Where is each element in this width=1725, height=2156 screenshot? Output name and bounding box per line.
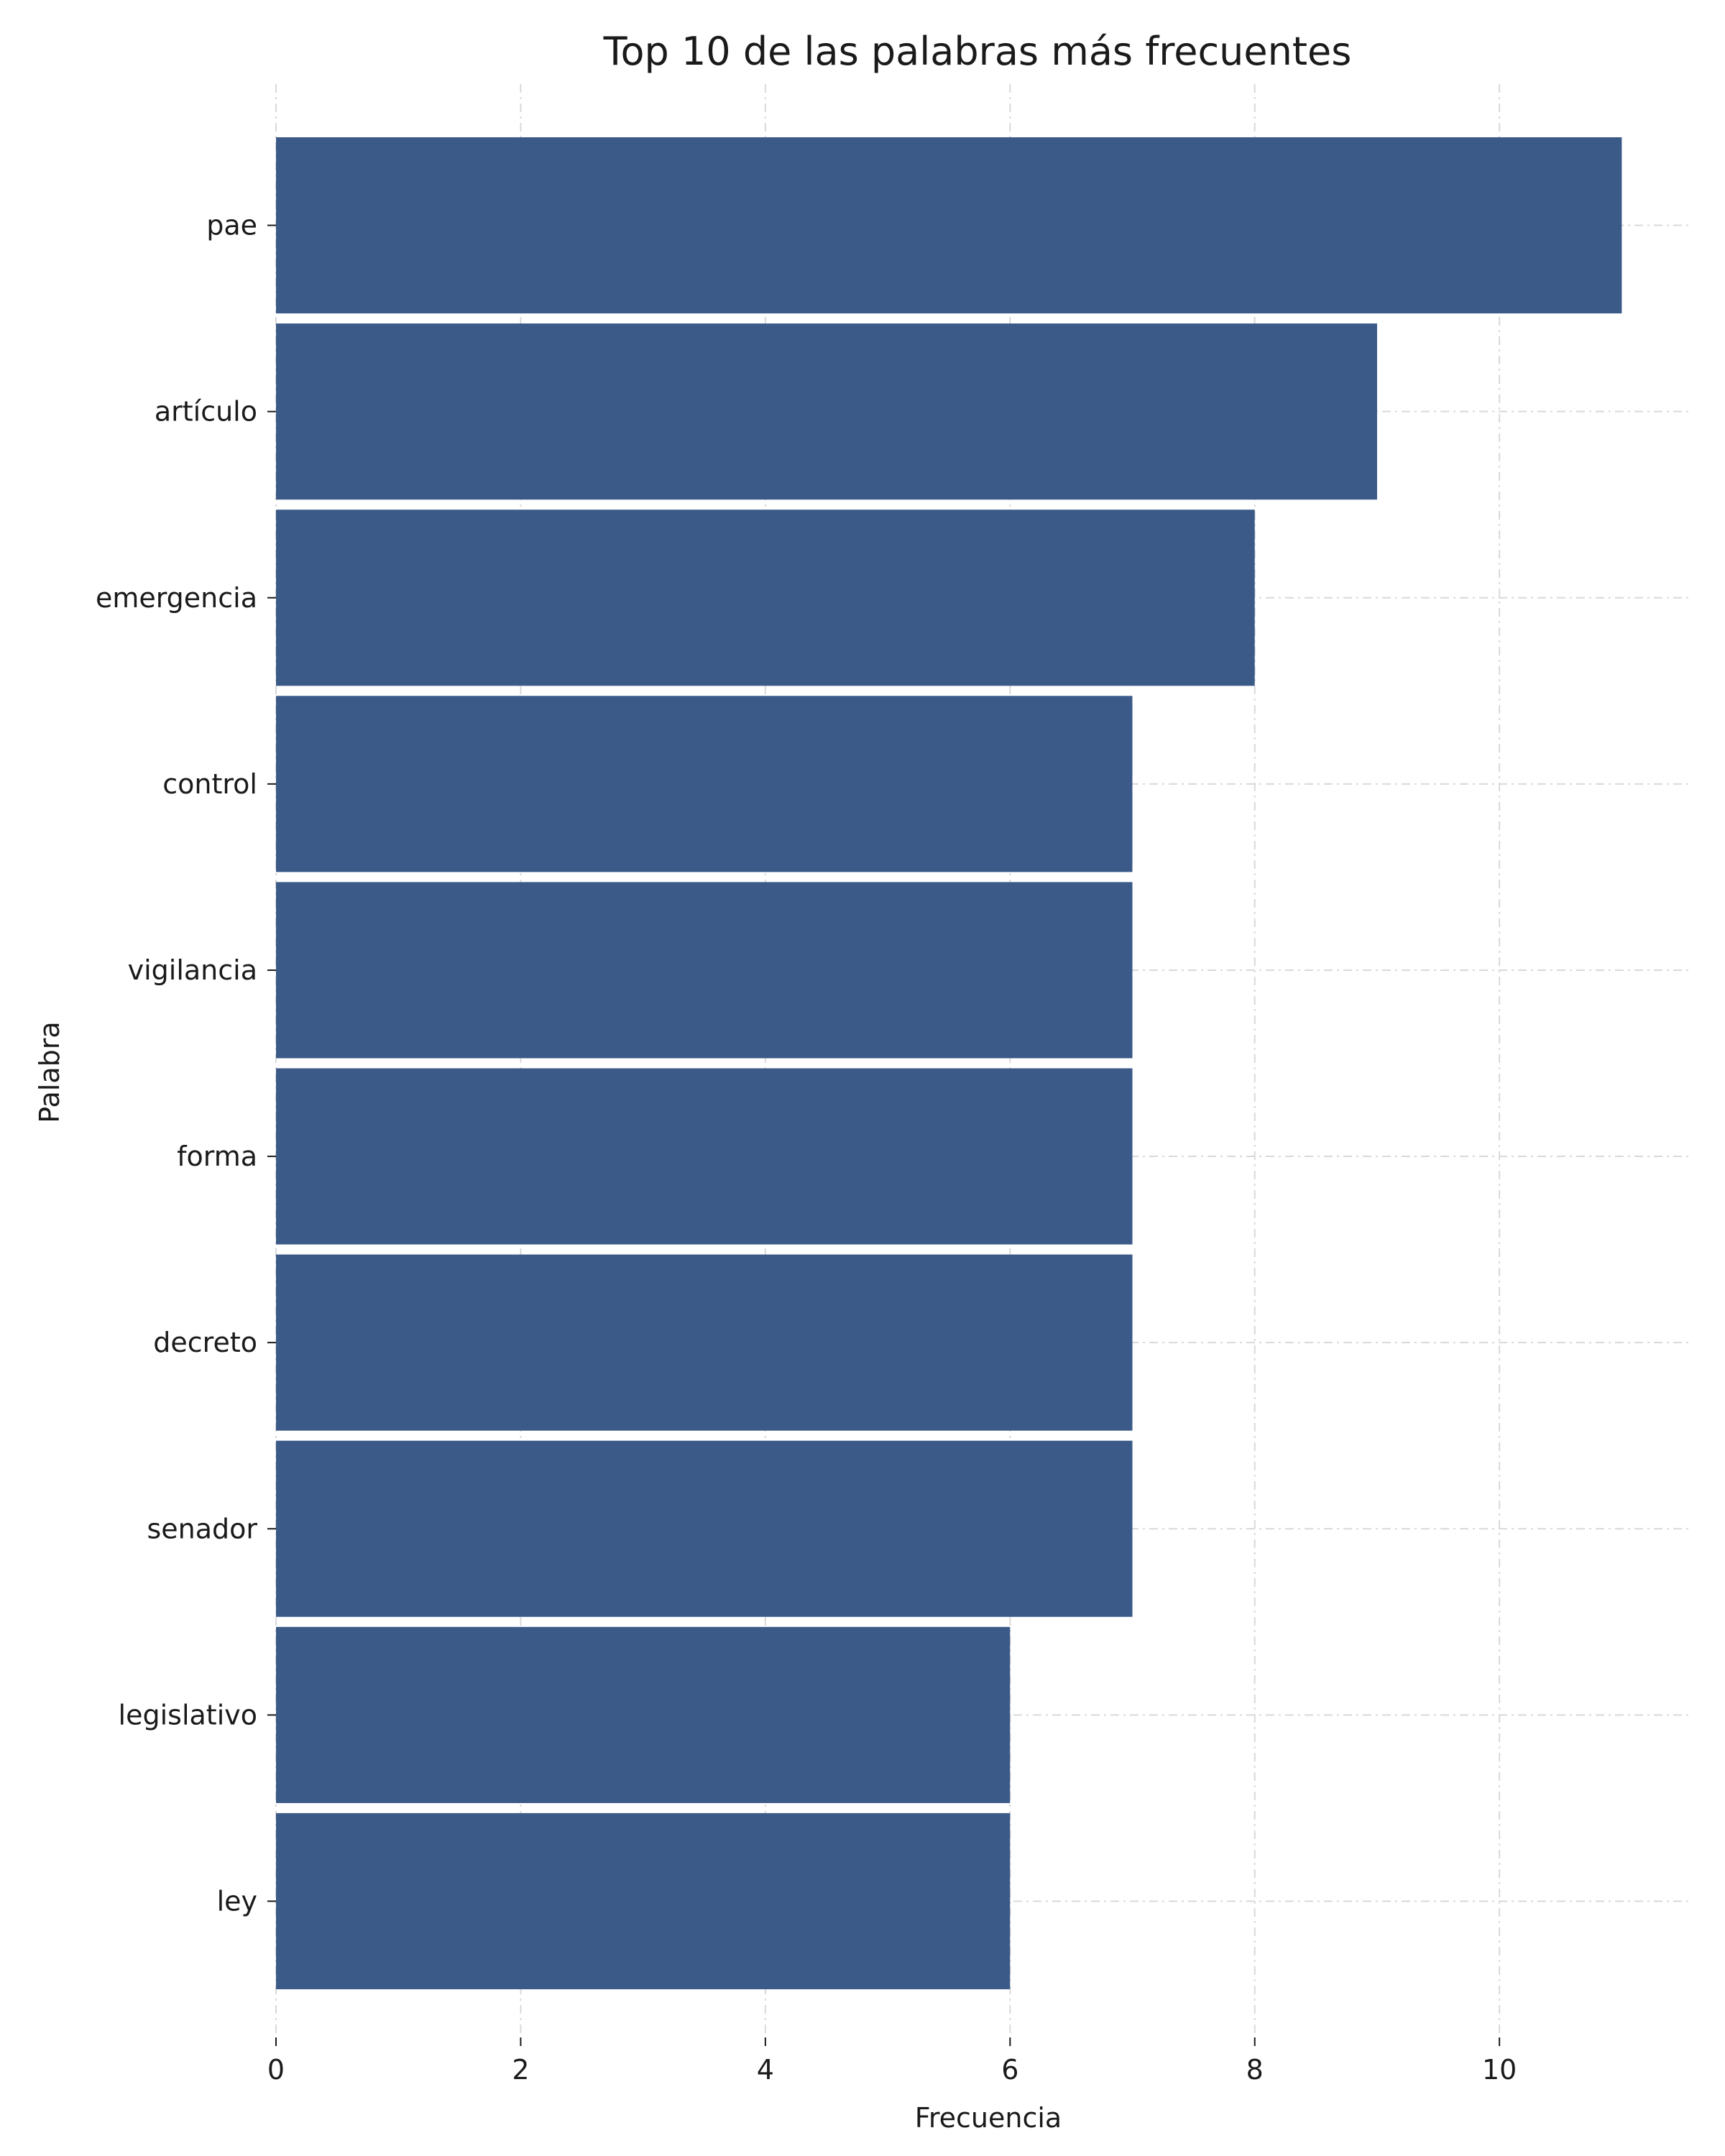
bar-1 xyxy=(276,323,1377,500)
bar-6 xyxy=(276,1254,1133,1431)
chart-title: Top 10 de las palabras más frecuentes xyxy=(603,29,1352,74)
bar-7 xyxy=(276,1440,1133,1617)
y-axis-ticks: pae artículo emergencia control vigilancia fo… xyxy=(96,210,276,1917)
y-tick-label-7: senador xyxy=(147,1513,257,1544)
y-tick-label-1: artículo xyxy=(155,396,257,428)
y-tick-label-3: control xyxy=(162,768,257,800)
bar-5 xyxy=(276,1068,1133,1245)
bar-2 xyxy=(276,510,1255,686)
x-axis-label: Frecuencia xyxy=(915,2102,1062,2134)
bar-9 xyxy=(276,1812,1011,1989)
y-tick-label-4: vigilancia xyxy=(128,954,257,986)
bar-8 xyxy=(276,1626,1011,1803)
y-tick-label-0: pae xyxy=(206,210,257,241)
y-tick-label-5: forma xyxy=(177,1141,257,1172)
x-tick-label-2: 4 xyxy=(757,2054,774,2086)
x-tick-label-0: 0 xyxy=(267,2054,285,2086)
y-tick-label-9: ley xyxy=(217,1885,257,1917)
y-axis-label: Palabra xyxy=(34,1021,65,1123)
y-tick-label-6: decreto xyxy=(153,1327,257,1358)
x-tick-label-4: 8 xyxy=(1246,2054,1264,2086)
bar-0 xyxy=(276,137,1622,314)
bars xyxy=(276,137,1622,1989)
bar-4 xyxy=(276,882,1133,1059)
x-axis-ticks: 0 2 4 6 8 10 xyxy=(267,2037,1517,2086)
x-tick-label-5: 10 xyxy=(1482,2054,1517,2086)
x-tick-label-3: 6 xyxy=(1001,2054,1018,2086)
y-tick-label-2: emergencia xyxy=(96,582,257,614)
x-tick-label-1: 2 xyxy=(512,2054,529,2086)
bar-3 xyxy=(276,696,1133,872)
y-tick-label-8: legislativo xyxy=(119,1699,257,1731)
